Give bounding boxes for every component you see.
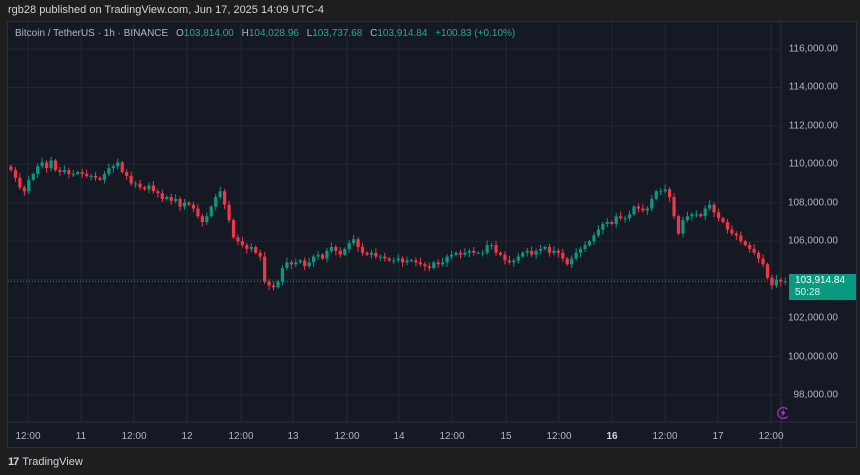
- change-value: +100.83 (+0.10%): [435, 28, 516, 39]
- high-label: H: [241, 28, 249, 39]
- published-line: rgb28 published on TradingView.com, Jun …: [8, 4, 324, 16]
- symbol-legend: Bitcoin / TetherUS · 1h · BINANCE O103,8…: [15, 28, 515, 39]
- lightning-icon[interactable]: [776, 406, 790, 420]
- price-tick-label: 100,000.00: [787, 351, 838, 363]
- candlestick-plot[interactable]: [8, 22, 856, 447]
- high-value: 104,028.96: [248, 28, 299, 39]
- price-tick-label: 106,000.00: [787, 235, 838, 247]
- symbol-title[interactable]: Bitcoin / TetherUS · 1h · BINANCE: [15, 28, 169, 39]
- low-value: 103,737.68: [312, 28, 363, 39]
- time-tick-label: 12:00: [15, 431, 41, 442]
- time-tick-label: 14: [393, 431, 405, 442]
- last-price: 103,914.84: [795, 275, 846, 286]
- time-tick-label: 12:00: [546, 431, 572, 442]
- footer-brand: 17 TradingView: [8, 456, 83, 468]
- price-tick-label: 116,000.00: [788, 43, 838, 55]
- close-value: 103,914.84: [377, 28, 428, 39]
- time-tick-label: 11: [75, 431, 87, 442]
- price-tick-label: 110,000.00: [788, 158, 838, 170]
- chart-panel[interactable]: Bitcoin / TetherUS · 1h · BINANCE O103,8…: [7, 21, 857, 448]
- open-label: O: [175, 28, 184, 39]
- tradingview-logo-icon: 17: [8, 456, 19, 468]
- time-tick-label: 16: [606, 431, 618, 442]
- time-tick-label: 12:00: [758, 431, 784, 442]
- price-tick-label: 98,000.00: [793, 389, 839, 401]
- price-tick-label: 112,000.00: [788, 120, 838, 132]
- time-tick-label: 17: [712, 431, 724, 442]
- time-tick-label: 12: [181, 431, 193, 442]
- price-tick-label: 102,000.00: [787, 312, 838, 324]
- time-tick-label: 12:00: [652, 431, 678, 442]
- time-tick-label: 15: [500, 431, 512, 442]
- low-label: L: [306, 28, 313, 39]
- time-tick-label: 13: [287, 431, 299, 442]
- price-tick-label: 108,000.00: [787, 197, 838, 209]
- close-label: C: [370, 28, 378, 39]
- open-value: 103,814.00: [183, 28, 234, 39]
- brand-name: TradingView: [22, 456, 83, 468]
- price-tick-label: 114,000.00: [788, 81, 838, 93]
- time-tick-label: 12:00: [334, 431, 360, 442]
- last-price-tag: 103,914.84 50:28: [789, 274, 856, 300]
- time-tick-label: 12:00: [121, 431, 147, 442]
- bar-countdown: 50:28: [795, 287, 821, 298]
- time-tick-label: 12:00: [228, 431, 254, 442]
- time-tick-label: 12:00: [439, 431, 465, 442]
